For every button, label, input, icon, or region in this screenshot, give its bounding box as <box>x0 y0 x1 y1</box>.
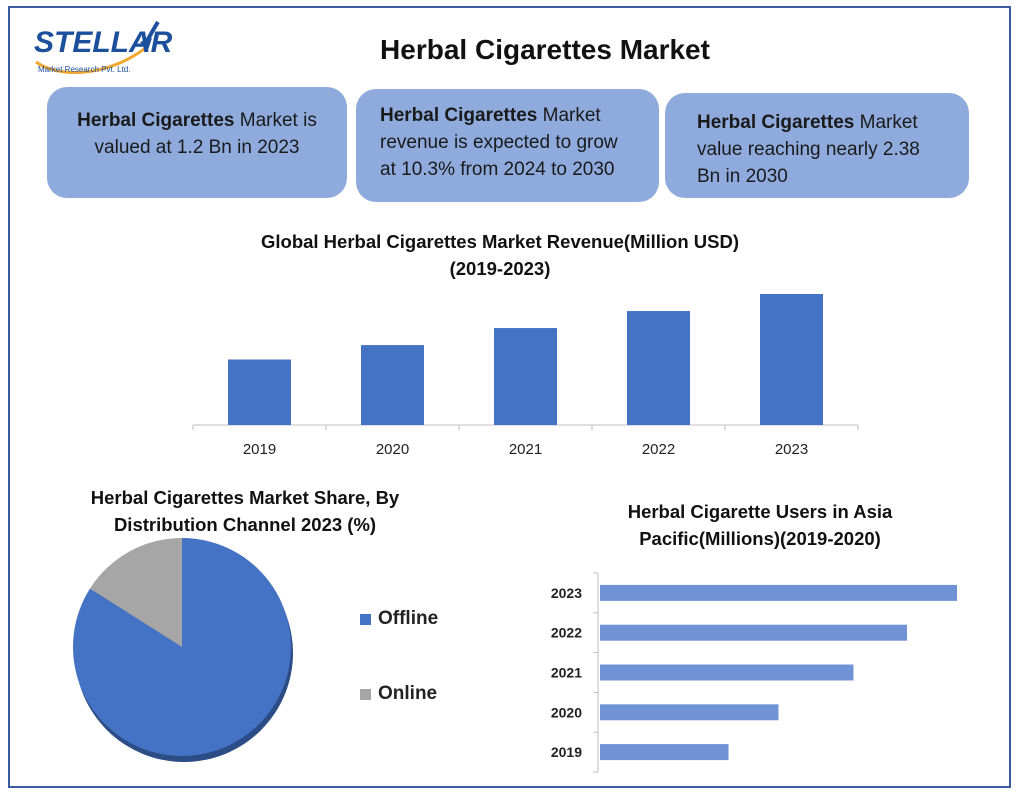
card-bold-text: Herbal Cigarettes <box>697 112 855 133</box>
stellar-logo: STELLAR Market Research Pvt. Ltd. <box>34 20 173 75</box>
pie-slice-online <box>89 538 182 647</box>
logo-brand-text: STELLAR <box>34 26 173 59</box>
info-card-growth: Herbal Cigarettes Market revenue is expe… <box>356 89 659 202</box>
users-bar <box>600 664 854 681</box>
revenue-x-tick-label: 2020 <box>376 441 409 458</box>
legend-offline: Offline <box>360 608 438 630</box>
card-text: Market value reaching nearly 2.38 Bn in … <box>697 112 920 187</box>
users-y-tick-label: 2021 <box>551 665 582 681</box>
users-chart-title-line2: Pacific(Millions)(2019-2020) <box>639 528 881 549</box>
share-chart-title-line2: Distribution Channel 2023 (%) <box>113 514 377 535</box>
card-bold-text: Herbal Cigarettes <box>380 105 538 126</box>
revenue-bar <box>627 311 690 425</box>
legend-offline-label: Offline <box>378 608 439 629</box>
revenue-chart-title: Global Herbal Cigarettes Market Revenue(… <box>210 228 790 282</box>
page-title: Herbal Cigarettes Market <box>380 34 710 65</box>
revenue-bar <box>494 328 557 425</box>
share-chart-title: Herbal Cigarettes Market Share, By Distr… <box>60 484 430 538</box>
users-chart-title-line1: Herbal Cigarette Users in Asia <box>627 501 893 522</box>
revenue-bar <box>361 345 424 425</box>
revenue-x-tick-label: 2023 <box>775 441 808 458</box>
card-text: Market revenue is expected to grow at 10… <box>380 105 618 180</box>
revenue-chart-title-line2: (2019-2023) <box>449 258 551 279</box>
share-chart-title-line1: Herbal Cigarettes Market Share, By <box>90 487 400 508</box>
revenue-bar <box>760 294 823 425</box>
users-y-tick-label: 2020 <box>551 704 582 720</box>
info-card-valuation: Herbal Cigarettes Market is valued at 1.… <box>47 87 347 198</box>
card-text: Market is valued at 1.2 Bn in 2023 <box>94 110 317 158</box>
users-y-tick-label: 2023 <box>551 585 582 601</box>
users-y-tick-label: 2019 <box>551 744 582 760</box>
users-bar <box>600 744 729 761</box>
legend-offline-swatch <box>360 613 371 625</box>
legend-online-swatch <box>360 688 371 700</box>
revenue-bar <box>228 359 291 425</box>
users-bar <box>600 584 957 601</box>
legend-online-label: Online <box>378 683 438 704</box>
users-bar <box>600 704 779 721</box>
revenue-x-tick-label: 2022 <box>642 441 675 458</box>
infographic-frame <box>8 6 1011 788</box>
users-chart-title: Herbal Cigarette Users in Asia Pacific(M… <box>570 498 950 552</box>
card-bold-text: Herbal Cigarettes <box>77 110 235 131</box>
logo-tagline-text: Market Research Pvt. Ltd. <box>38 65 130 74</box>
users-bar <box>600 624 908 641</box>
revenue-chart-title-line1: Global Herbal Cigarettes Market Revenue(… <box>260 231 740 252</box>
legend-online: Online <box>360 683 437 705</box>
users-y-tick-label: 2022 <box>551 625 582 641</box>
revenue-x-tick-label: 2021 <box>509 441 542 458</box>
revenue-x-tick-label: 2019 <box>243 441 276 458</box>
info-card-forecast: Herbal Cigarettes Market value reaching … <box>665 93 969 198</box>
